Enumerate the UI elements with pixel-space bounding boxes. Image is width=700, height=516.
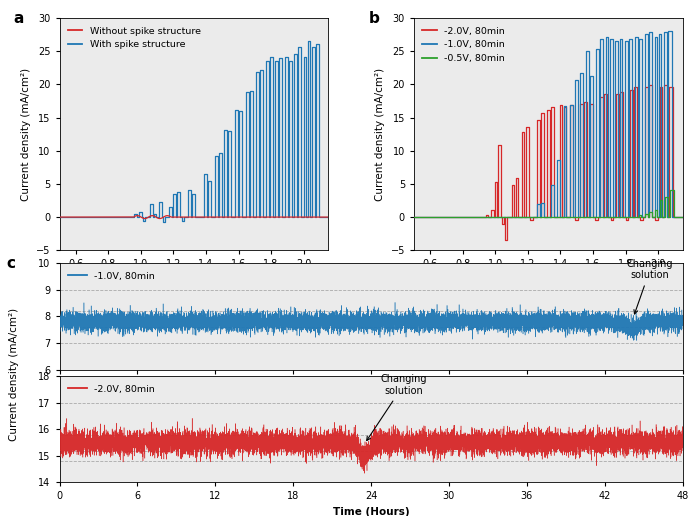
Legend: -2.0V, 80min, -1.0V, 80min, -0.5V, 80min: -2.0V, 80min, -1.0V, 80min, -0.5V, 80min (419, 23, 509, 67)
Legend: Without spike structure, With spike structure: Without spike structure, With spike stru… (64, 23, 204, 53)
Legend: -2.0V, 80min: -2.0V, 80min (64, 381, 159, 397)
X-axis label: Potential (V versus RHE): Potential (V versus RHE) (476, 275, 620, 285)
Text: a: a (14, 11, 24, 26)
Y-axis label: Current density (mA/cm²): Current density (mA/cm²) (375, 68, 385, 201)
Text: Changing
solution: Changing solution (367, 375, 427, 441)
X-axis label: Time (Hours): Time (Hours) (332, 507, 410, 516)
Text: b: b (368, 11, 379, 26)
X-axis label: Potential (V versus RHE): Potential (V versus RHE) (122, 275, 266, 285)
Text: Changing
solution: Changing solution (626, 259, 673, 314)
Text: Current density (mA/cm²): Current density (mA/cm²) (9, 308, 19, 441)
Legend: -1.0V, 80min: -1.0V, 80min (64, 268, 159, 284)
Text: c: c (6, 256, 15, 271)
Y-axis label: Current density (mA/cm²): Current density (mA/cm²) (20, 68, 31, 201)
